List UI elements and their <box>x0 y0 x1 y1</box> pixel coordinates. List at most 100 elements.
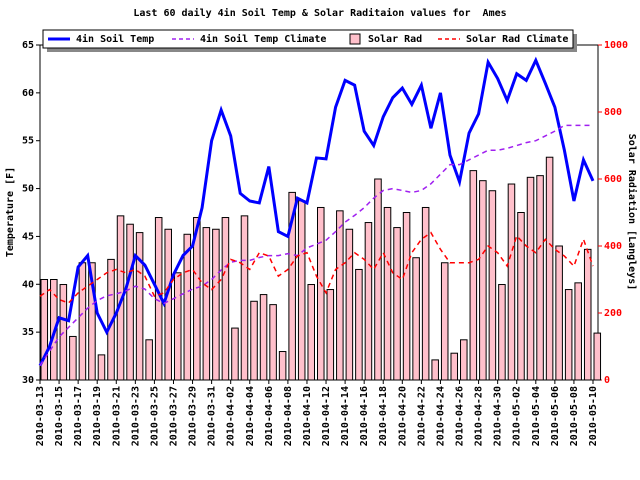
bar <box>383 206 392 381</box>
bar <box>240 215 249 381</box>
bar <box>364 222 373 381</box>
x-tick-label: 2010-04-06 <box>264 386 275 446</box>
bar <box>593 332 602 381</box>
x-tick-label: 2010-05-02 <box>512 386 523 446</box>
bar <box>297 200 306 381</box>
bar <box>536 175 544 381</box>
legend-label: 4in Soil Temp <box>76 33 154 45</box>
x-tick-label: 2010-04-10 <box>302 386 313 446</box>
bar <box>583 248 592 381</box>
bar <box>479 180 487 381</box>
y2-tick-label: 200 <box>604 308 622 319</box>
bar <box>450 352 459 381</box>
bar <box>488 190 497 381</box>
bar <box>498 284 506 381</box>
bar <box>221 217 230 381</box>
x-tick-label: 2010-04-12 <box>321 386 332 446</box>
y-tick-label: 65 <box>22 40 34 51</box>
bar <box>212 228 220 381</box>
line <box>39 231 594 304</box>
bar <box>469 170 478 381</box>
bar <box>421 206 430 381</box>
legend-swatch <box>349 33 361 45</box>
bar <box>288 191 296 381</box>
bar <box>402 212 411 381</box>
y2-axis-label: Solar Radiation [Langleys] <box>626 134 638 291</box>
y-tick-label: 40 <box>22 279 34 290</box>
bar <box>345 228 354 381</box>
bar <box>440 262 449 381</box>
y2-tick-label: 400 <box>604 241 622 252</box>
x-tick-label: 2010-03-17 <box>73 386 84 446</box>
x-tick-label: 2010-03-29 <box>188 386 199 446</box>
bar <box>202 227 211 381</box>
bar <box>173 272 182 381</box>
chart-title: Last 60 daily 4in Soil Temp & Solar Radi… <box>133 7 506 19</box>
bar <box>78 262 87 381</box>
bar <box>412 257 420 381</box>
line <box>38 56 595 367</box>
bar <box>250 300 258 381</box>
y2-tick-label: 0 <box>604 375 610 386</box>
bar <box>307 284 315 381</box>
x-tick-label: 2010-03-21 <box>111 386 122 446</box>
bar <box>231 327 239 381</box>
bar <box>126 223 134 381</box>
bar <box>545 156 554 381</box>
x-tick-label: 2010-04-16 <box>359 386 370 446</box>
y-tick-label: 35 <box>22 327 34 338</box>
x-tick-label: 2010-04-18 <box>378 386 389 446</box>
legend-label: 4in Soil Temp Climate <box>200 33 326 45</box>
bar <box>517 212 525 381</box>
bar <box>393 227 401 381</box>
bar <box>355 268 363 381</box>
line <box>39 124 593 367</box>
y-tick-label: 50 <box>22 184 34 195</box>
bar <box>145 339 153 381</box>
bar <box>97 354 106 381</box>
bar <box>193 217 201 381</box>
bar <box>431 359 439 381</box>
bar <box>574 282 582 381</box>
y2-tick-label: 600 <box>604 174 622 185</box>
x-tick-label: 2010-04-14 <box>340 386 351 446</box>
bar <box>278 351 287 381</box>
bar <box>69 335 77 381</box>
bar <box>259 294 268 381</box>
bar <box>40 279 49 381</box>
x-tick-label: 2010-03-25 <box>149 386 160 446</box>
x-tick-label: 2010-04-26 <box>455 386 466 446</box>
bar <box>564 289 573 381</box>
bar <box>269 304 277 381</box>
x-tick-label: 2010-03-15 <box>54 386 65 446</box>
y-axis-label: Temperature [F] <box>5 167 16 257</box>
x-tick-label: 2010-04-22 <box>416 386 427 446</box>
x-tick-label: 2010-03-31 <box>207 386 218 446</box>
bar <box>135 232 144 381</box>
bar <box>555 245 563 381</box>
x-tick-label: 2010-03-23 <box>130 386 141 446</box>
legend-label: Solar Rad Climate <box>466 33 568 45</box>
x-tick-label: 2010-05-08 <box>569 386 580 446</box>
legend-label: Solar Rad <box>368 34 422 45</box>
y2-tick-label: 800 <box>604 107 622 118</box>
bar <box>507 183 516 381</box>
bar <box>336 210 344 381</box>
y2-tick-label: 1000 <box>604 40 628 51</box>
x-tick-label: 2010-05-04 <box>531 386 542 446</box>
bar <box>460 339 468 381</box>
y-tick-label: 60 <box>22 88 34 99</box>
bar <box>88 262 96 381</box>
x-tick-label: 2010-04-02 <box>226 386 237 446</box>
x-tick-label: 2010-04-08 <box>283 386 294 446</box>
bar <box>326 289 335 381</box>
x-tick-label: 2010-04-28 <box>474 386 485 446</box>
x-tick-label: 2010-04-04 <box>245 386 256 446</box>
bar <box>164 228 172 381</box>
bar <box>317 206 325 381</box>
y-tick-label: 30 <box>22 375 34 386</box>
x-tick-label: 2010-04-24 <box>435 386 446 446</box>
x-tick-label: 2010-04-20 <box>397 386 408 446</box>
x-tick-label: 2010-03-27 <box>168 386 179 446</box>
